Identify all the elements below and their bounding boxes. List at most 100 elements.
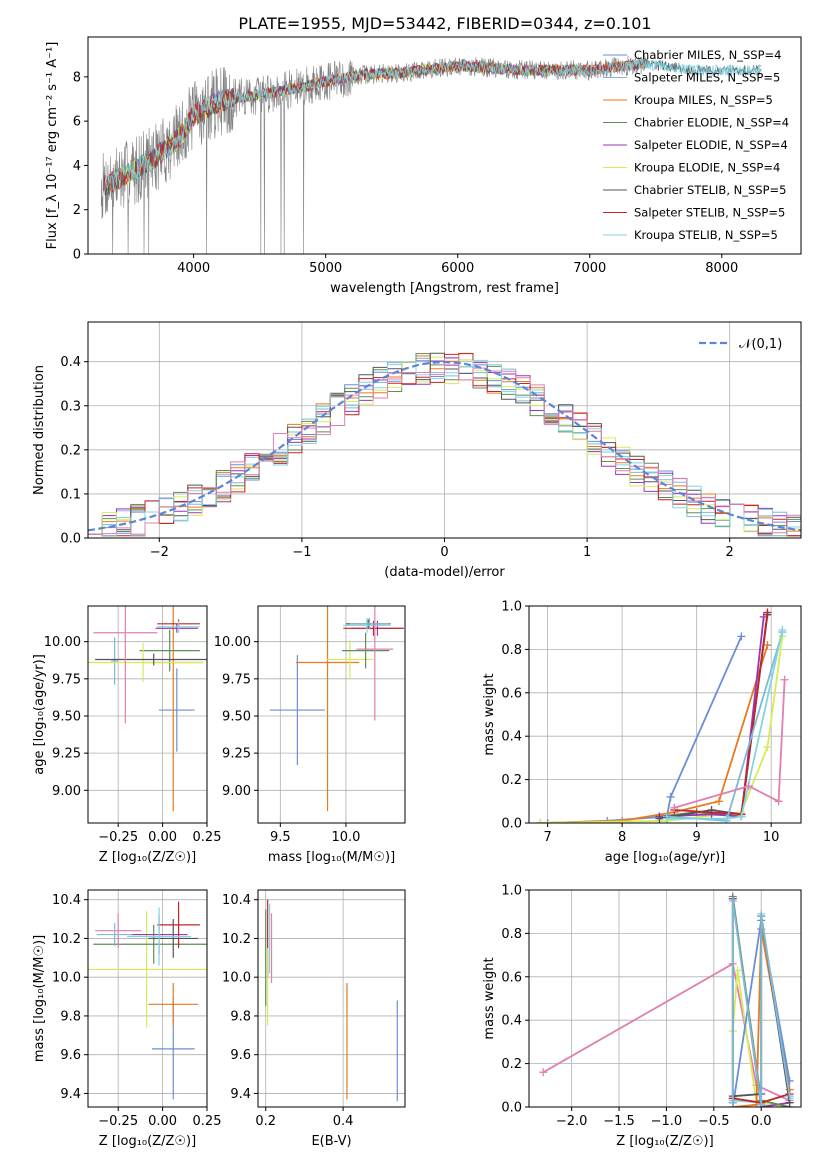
- errorbar-point: [159, 668, 195, 752]
- y-axis-label: mass weight: [482, 957, 497, 1039]
- x-tick-label: 0.0: [751, 1114, 772, 1129]
- y-tick-label: 0.4: [501, 1014, 522, 1029]
- y-tick-label: 9.75: [222, 672, 251, 687]
- data-point-marker: [543, 819, 552, 823]
- histogram-kroupa_stelib: [88, 359, 801, 537]
- x-axis-label: (data-model)/error: [384, 565, 505, 580]
- y-tick-label: 1.0: [501, 884, 522, 899]
- x-tick-label: 2: [726, 545, 734, 560]
- x-tick-label: 0.25: [193, 1114, 222, 1129]
- x-tick-label: 0.2: [255, 1114, 276, 1129]
- errorbar-point: [95, 653, 207, 666]
- y-tick-label: 1.0: [501, 600, 522, 615]
- y-axis-label: age [log₁₀(age/yr)]: [32, 654, 47, 775]
- y-tick-label: 10.0: [52, 971, 81, 986]
- errorbar-point: [157, 901, 200, 949]
- data-point-marker: [655, 814, 664, 823]
- legend-label: Kroupa MILES, N_SSP=5: [634, 93, 773, 107]
- panel-mass_weight_vs_age: 7 8 9 10 0.0 0.2 0.4 0.6 0.8 1.0 age [log₁₀(age/yr…: [482, 600, 802, 865]
- errorbar-point: [148, 983, 199, 1026]
- panel-residuals: −2 −1 0 1 2 0.0 0.1 0.2 0.3 0.4 (data-model)/error…: [32, 321, 802, 580]
- histogram-salpeter_stelib: [88, 353, 801, 537]
- axes-frame: [87, 36, 802, 255]
- y-tick-label: 0.8: [501, 643, 522, 658]
- y-tick-label: 0.4: [60, 355, 81, 370]
- data-point-marker: [763, 641, 772, 650]
- x-axis-label: Z [log₁₀(Z/Z☉)]: [616, 1134, 713, 1149]
- axes-frame: [257, 605, 406, 824]
- y-tick-label: 2: [73, 203, 81, 218]
- x-tick-label: 0.25: [193, 830, 222, 845]
- data-point-marker: [780, 675, 789, 684]
- axes-frame: [87, 605, 208, 824]
- data-point-marker: [728, 896, 737, 905]
- errorbar-point: [93, 606, 158, 724]
- y-tick-label: 9.4: [60, 1087, 81, 1102]
- y-tick-label: 0.4: [501, 730, 522, 745]
- panel-mass_weight_vs_z: −2.0 −1.5 −1.0 −0.5 0.0 0.0 0.2 0.4 0.6 0.8 1.0 Z […: [482, 884, 802, 1149]
- y-tick-label: 9.25: [52, 747, 81, 762]
- legend-label: Kroupa ELODIE, N_SSP=4: [634, 161, 780, 175]
- series-line-kroupa_stelib: [666, 629, 784, 820]
- plot-area: [539, 892, 794, 1107]
- data-point-marker: [662, 814, 671, 823]
- y-tick-label: 9.50: [222, 709, 251, 724]
- panel-mass_vs_ebv: 0.2 0.4 9.4 9.6 9.8 10.0 10.2 10.4 E(B-V): [222, 889, 406, 1149]
- y-tick-label: 0.2: [501, 773, 522, 788]
- y-tick-label: 9.00: [52, 784, 81, 799]
- y-tick-label: 6: [73, 115, 81, 130]
- x-tick-label: 7: [543, 830, 551, 845]
- data-point-marker: [737, 812, 746, 821]
- legend-label: Kroupa STELIB, N_SSP=5: [634, 228, 778, 242]
- legend-label: Salpeter ELODIE, N_SSP=4: [634, 138, 788, 152]
- panel-mass_vs_z: −0.25 0.00 0.25 9.4 9.6 9.8 10.0 10.2 10.4 Z [log…: [32, 889, 222, 1149]
- data-point-marker: [778, 625, 787, 634]
- y-tick-label: 0.8: [501, 927, 522, 942]
- data-point-marker: [744, 782, 753, 791]
- x-tick-label: 4000: [177, 261, 210, 276]
- axes: 0.2 0.4 9.4 9.6 9.8 10.0 10.2 10.4 E(B-V): [222, 889, 406, 1149]
- y-tick-label: 0.1: [60, 487, 81, 502]
- errorbar-point: [148, 919, 199, 958]
- x-tick-label: 9: [693, 830, 701, 845]
- axes-frame: [257, 889, 406, 1108]
- legend-label: Salpeter STELIB, N_SSP=5: [634, 206, 785, 220]
- errorbar-point: [88, 911, 207, 1028]
- y-tick-label: 9.4: [230, 1087, 251, 1102]
- plot-area: [88, 352, 801, 537]
- y-tick-label: 0.6: [501, 686, 522, 701]
- y-tick-label: 9.6: [230, 1048, 251, 1063]
- axes: −0.25 0.00 0.25 9.4 9.6 9.8 10.0 10.2 10.4 Z [log…: [32, 889, 222, 1149]
- axes: −0.25 0.00 0.25 9.00 9.25 9.50 9.75 10.00 Z [log…: [32, 605, 222, 865]
- x-tick-label: 10.0: [331, 830, 360, 845]
- y-tick-label: 9.8: [60, 1009, 81, 1024]
- x-axis-label: Z [log₁₀(Z/Z☉)]: [99, 850, 196, 865]
- errorbar-point: [93, 924, 207, 964]
- axes: −2 −1 0 1 2 0.0 0.1 0.2 0.3 0.4 (data-model)/error…: [32, 321, 802, 580]
- x-tick-label: 8: [618, 830, 626, 845]
- errorbar-point: [296, 606, 360, 812]
- legend-label: Salpeter MILES, N_SSP=5: [634, 71, 780, 85]
- data-point-marker: [670, 803, 679, 812]
- y-tick-label: 10.4: [52, 893, 81, 908]
- x-tick-label: −1: [292, 545, 311, 560]
- errorbar-point: [356, 606, 394, 721]
- legend-label: Chabrier STELIB, N_SSP=5: [634, 183, 786, 197]
- x-tick-label: −1.5: [603, 1114, 635, 1129]
- data-point-marker: [666, 792, 675, 801]
- y-tick-label: 0.6: [501, 970, 522, 985]
- x-tick-label: 0: [440, 545, 448, 560]
- y-tick-label: 8: [73, 70, 81, 85]
- y-tick-label: 0.2: [60, 443, 81, 458]
- legend-label: Chabrier ELODIE, N_SSP=4: [634, 116, 789, 130]
- panels: 4000 5000 6000 7000 8000 0 2 4 6 8 wavelength [Ang…: [32, 36, 802, 1149]
- x-tick-label: 0.00: [148, 830, 177, 845]
- x-tick-label: 5000: [309, 261, 342, 276]
- errorbar-point: [269, 655, 325, 766]
- errorbar-point: [349, 617, 390, 630]
- y-tick-label: 4: [73, 159, 81, 174]
- figure-title: PLATE=1955, MJD=53442, FIBERID=0344, z=0…: [238, 14, 651, 33]
- histogram-pink: [88, 357, 801, 535]
